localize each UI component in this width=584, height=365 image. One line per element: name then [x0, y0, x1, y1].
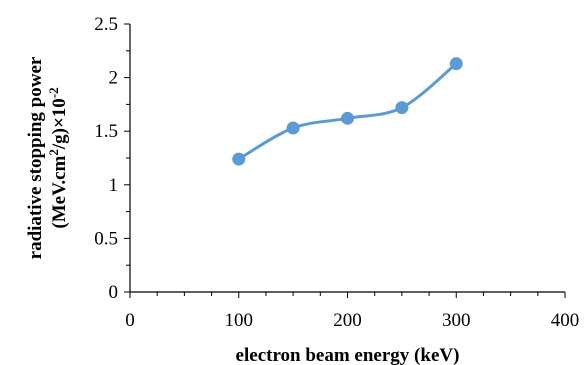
x-tick-label: 200 [333, 310, 362, 331]
series-line [237, 62, 458, 161]
x-tick-label: 0 [125, 310, 135, 331]
y-tick-label: 2 [109, 68, 119, 89]
y-axis-title-line2: (MeV.cm2/g)×10-2 [46, 87, 70, 228]
y-axis-title-unit-prefix: (MeV.cm [49, 155, 70, 228]
y-axis-ticks: 0 0.5 1 1.5 2 2.5 [94, 14, 130, 303]
y-axis-title-sup-squared: 2 [46, 149, 61, 156]
y-axis-title-unit-middle: /g)×10 [49, 98, 70, 150]
y-tick-label: 0.5 [94, 228, 118, 249]
data-point [286, 121, 300, 135]
x-axis-title: electron beam energy (keV) [236, 345, 460, 365]
data-point [449, 57, 463, 71]
y-axis-title-sup-exponent: -2 [46, 87, 61, 98]
y-tick-label: 1 [109, 175, 119, 196]
x-axis-ticks: 0 100 200 300 400 [125, 292, 579, 331]
y-tick-label: 0 [109, 282, 119, 303]
data-point [232, 152, 246, 166]
y-axis-title-line1: radiative stopping power [25, 56, 46, 259]
series-layer [232, 57, 463, 166]
x-tick-label: 300 [442, 310, 471, 331]
y-tick-label: 2.5 [94, 14, 118, 35]
y-tick-label: 1.5 [94, 121, 118, 142]
data-point [395, 101, 409, 115]
x-tick-label: 400 [551, 310, 580, 331]
y-axis-title: radiative stopping power (MeV.cm2/g)×10-… [25, 56, 70, 259]
x-tick-label: 100 [225, 310, 254, 331]
data-point [341, 111, 354, 125]
